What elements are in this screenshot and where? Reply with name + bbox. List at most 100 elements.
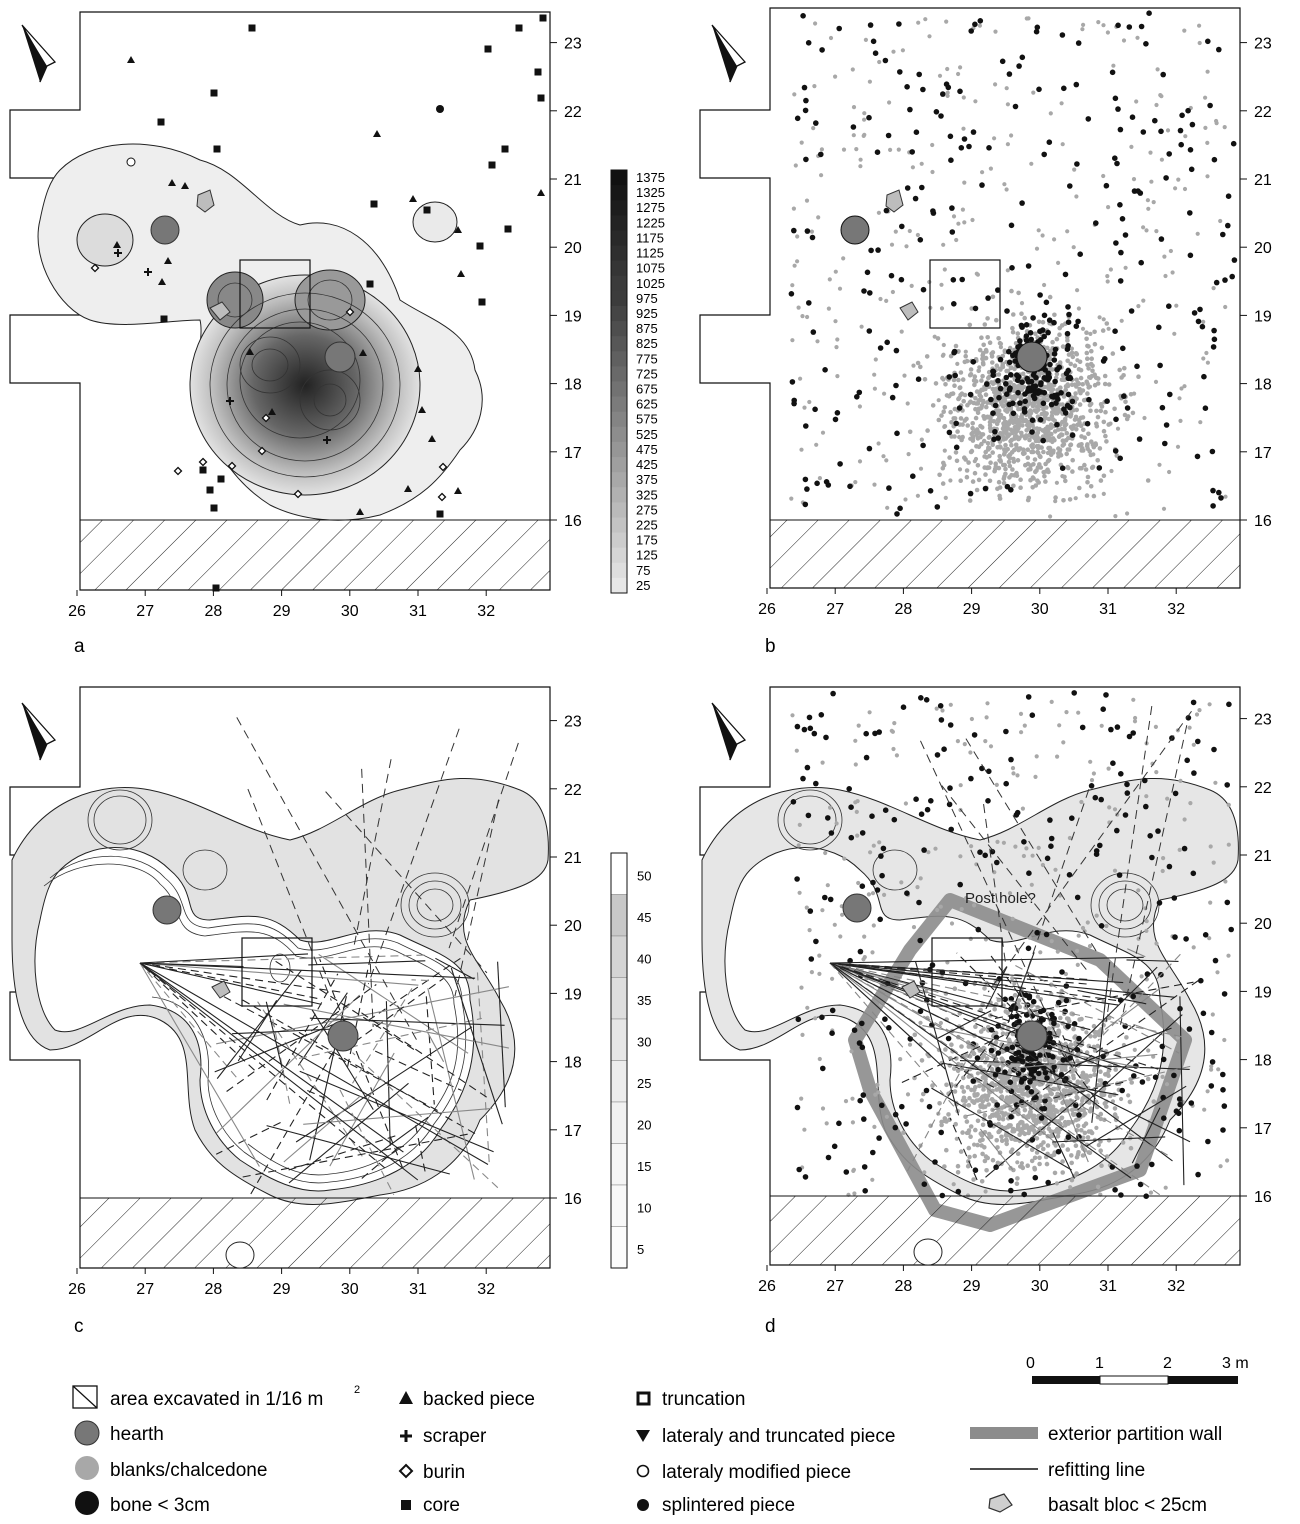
bone-point [1119, 1087, 1125, 1094]
blank-point [952, 1066, 957, 1071]
blank-point [996, 1129, 1001, 1135]
blank-point [1085, 480, 1090, 485]
refitting-line [829, 962, 1132, 1179]
bone-point [1178, 141, 1184, 148]
refitting-line [367, 957, 461, 1022]
blank-point [995, 486, 1000, 492]
basalt-bloc [899, 301, 919, 321]
bone-point [1093, 220, 1099, 226]
blank-point [1075, 1123, 1081, 1129]
y-tick-label: 21 [1254, 172, 1272, 189]
refitting-line [411, 979, 429, 982]
bone-point [885, 132, 892, 139]
bone-point [1008, 756, 1014, 763]
bone-point [1073, 323, 1080, 330]
bone-point [1142, 777, 1148, 784]
blank-point [968, 1124, 974, 1129]
bone-point [876, 1135, 882, 1141]
burin-mark [257, 446, 267, 456]
blank-point [1135, 35, 1140, 40]
blank-point [1048, 514, 1053, 519]
blank-point [936, 417, 942, 423]
bone-point [802, 501, 809, 508]
blank-point [1132, 391, 1137, 396]
bone-point [882, 57, 889, 64]
blank-point [912, 1032, 918, 1038]
blank-point [1005, 142, 1011, 147]
blank-point [998, 341, 1004, 346]
blank-point [922, 1170, 927, 1175]
bone-point [1220, 1071, 1226, 1078]
blank-point [1030, 853, 1035, 858]
bone-point [982, 485, 989, 492]
blank-point [892, 721, 897, 726]
blank-point [916, 20, 921, 25]
blank-point [941, 460, 946, 466]
bone-point [989, 848, 996, 855]
blank-point [955, 739, 961, 744]
blank-point [1031, 462, 1036, 467]
blank-point [968, 1134, 973, 1139]
blank-point [1041, 1146, 1046, 1152]
blank-point [790, 338, 795, 343]
blank-point [1024, 846, 1029, 851]
blank-point [1046, 1126, 1052, 1132]
bone-point [1205, 1138, 1211, 1145]
bone-point [877, 916, 883, 923]
blank-point [1068, 411, 1074, 417]
blank-point [1015, 1176, 1020, 1181]
blank-point [1119, 375, 1124, 380]
blank-point [1141, 225, 1146, 230]
blank-point [798, 376, 803, 381]
blank-point [1106, 382, 1112, 387]
hearth-marker [327, 1020, 359, 1052]
blank-point [862, 132, 867, 137]
bone-point [869, 813, 875, 819]
blank-point [871, 923, 876, 928]
blank-point [875, 1082, 880, 1087]
blank-point [853, 480, 858, 485]
bone-point [1026, 994, 1033, 1001]
bone-point [868, 247, 874, 254]
bone-point [1037, 292, 1043, 298]
blank-point [1091, 771, 1096, 776]
blank-point [1078, 423, 1084, 429]
bone-point [1010, 1056, 1016, 1062]
bone-point [941, 746, 947, 752]
bone-point [1049, 393, 1055, 400]
bone-point [947, 722, 954, 728]
blank-point [943, 495, 948, 500]
bone-point [1202, 932, 1209, 938]
blank-point [877, 840, 882, 845]
bone-point [961, 136, 968, 142]
bone-point [1033, 28, 1040, 35]
blank-point [1130, 410, 1136, 416]
bone-point [1159, 404, 1166, 411]
blank-point [1106, 1073, 1111, 1078]
blank-point [996, 479, 1002, 485]
refitting-line [303, 1107, 493, 1125]
blank-point [1014, 1181, 1020, 1186]
blank-point [1175, 444, 1181, 449]
blank-point [1029, 882, 1034, 887]
blank-point [1071, 1112, 1076, 1118]
bone-point [1222, 277, 1228, 283]
bone-point [1231, 257, 1238, 263]
blank-point [1081, 1113, 1086, 1118]
blank-point [1074, 194, 1079, 199]
scale-label: 275 [636, 502, 658, 517]
blank-point [1037, 1155, 1042, 1161]
bone-point [1211, 327, 1217, 334]
bone-point [836, 1120, 842, 1127]
scale-swatch [611, 336, 627, 352]
blank-point [876, 210, 882, 215]
bone-point [1163, 422, 1170, 428]
bone-point [1100, 706, 1106, 712]
blank-point [1218, 218, 1223, 224]
bone-point [1025, 263, 1032, 269]
bone-point [1030, 372, 1037, 378]
blank-point [799, 447, 804, 452]
refitting-line [987, 710, 1192, 993]
refitting-line [139, 962, 386, 1169]
blank-point [1136, 888, 1141, 893]
